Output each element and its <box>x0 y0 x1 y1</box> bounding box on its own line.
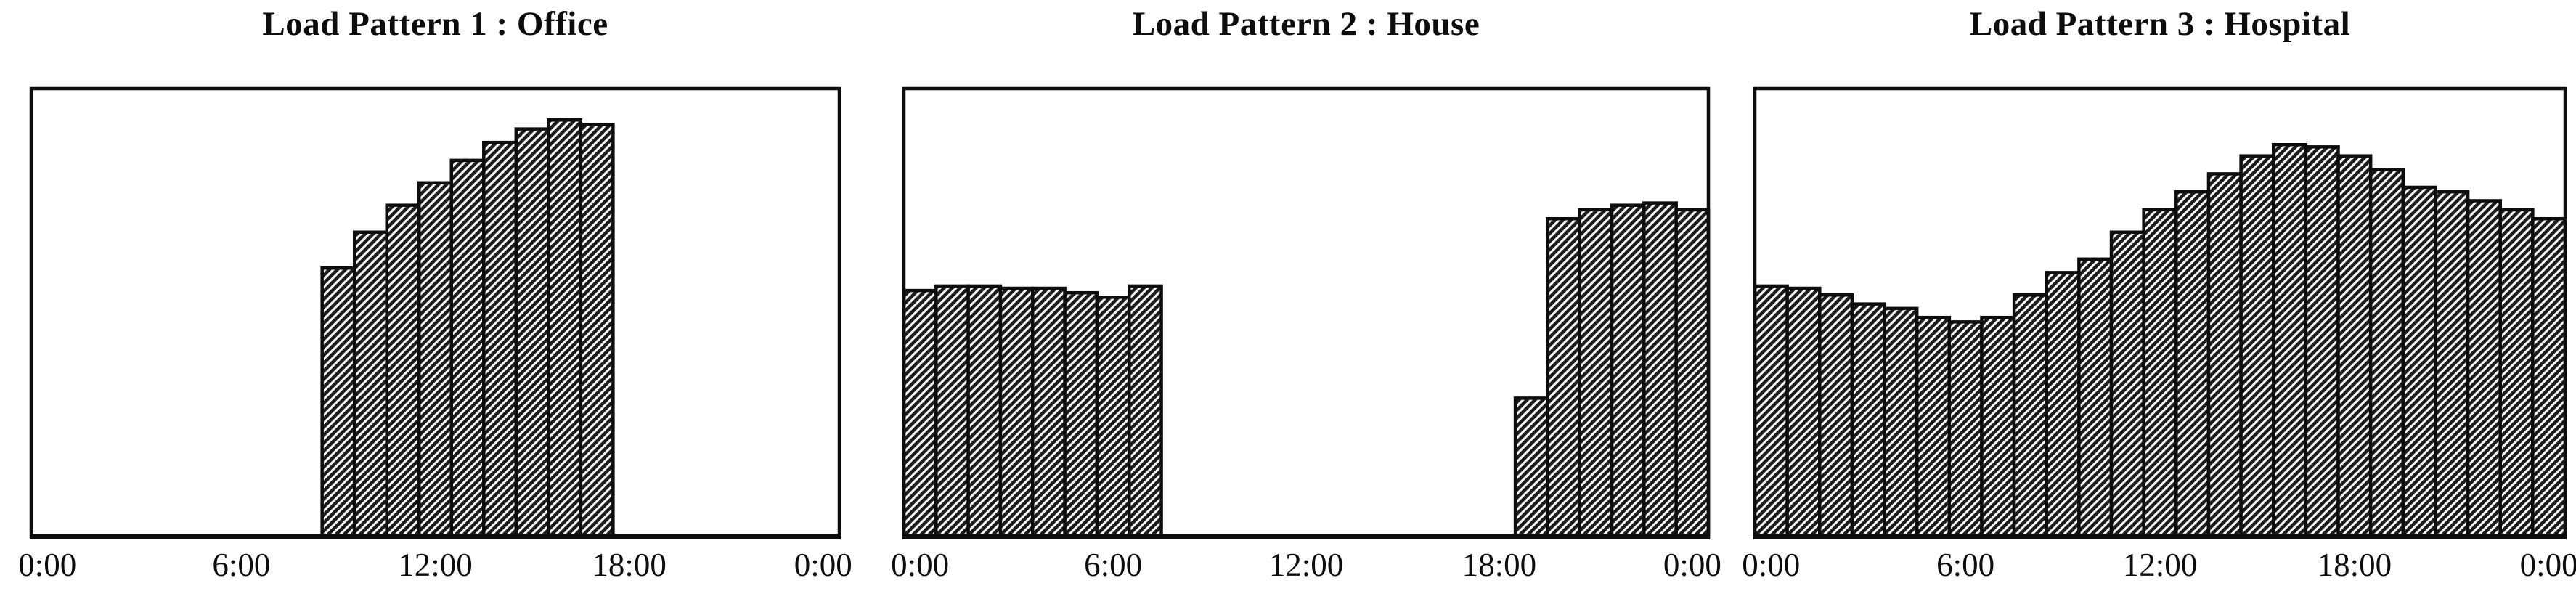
bar-hour-22 <box>2466 199 2502 539</box>
bar-hour-22 <box>1610 203 1646 539</box>
bar-hour-7 <box>1127 284 1163 539</box>
bar-hour-3 <box>1850 302 1886 539</box>
x-tick-label-0-4: 0:00 <box>794 547 852 583</box>
bar-hour-6 <box>1947 320 1984 539</box>
bar-hour-0 <box>1753 284 1789 539</box>
bar-hour-23 <box>2498 208 2535 539</box>
bar-hour-10 <box>352 230 388 539</box>
bar-hour-3 <box>998 286 1035 539</box>
x-tick-label-1-4: 0:00 <box>1663 547 1721 583</box>
chart-title-hospital: Load Pattern 3 : Hospital <box>1969 5 2351 43</box>
bar-hour-5 <box>1915 315 1952 539</box>
bar-hour-21 <box>2434 190 2470 539</box>
bar-hour-2 <box>1818 293 1854 539</box>
x-tick-label-1-2: 12:00 <box>1268 547 1344 583</box>
bar-hour-14 <box>482 140 518 539</box>
bar-hour-24 <box>1674 208 1711 539</box>
x-tick-label-1-1: 6:00 <box>1084 547 1143 583</box>
bar-hour-24 <box>2531 216 2567 539</box>
bar-hour-15 <box>2239 154 2275 539</box>
x-tick-label-2-2: 12:00 <box>2122 547 2198 583</box>
bar-hour-11 <box>2109 230 2145 539</box>
bar-hour-15 <box>514 127 550 539</box>
bar-hour-23 <box>1642 201 1678 539</box>
bar-hour-1 <box>934 284 970 539</box>
bar-hour-2 <box>966 284 1003 539</box>
bar-hour-1 <box>1785 286 1822 539</box>
bar-hour-4 <box>1031 286 1067 539</box>
bar-hour-11 <box>385 203 421 539</box>
bar-hour-7 <box>1980 315 2016 539</box>
bar-hour-12 <box>2142 208 2178 539</box>
bar-hour-5 <box>1063 290 1099 539</box>
x-tick-label-2-4: 0:00 <box>2519 547 2576 583</box>
bar-hour-13 <box>449 158 486 539</box>
bar-hour-16 <box>2271 143 2308 539</box>
bar-hour-20 <box>2401 185 2437 539</box>
bar-hour-9 <box>2045 271 2081 539</box>
bar-hour-16 <box>547 118 583 539</box>
bar-hour-14 <box>2206 172 2243 539</box>
bar-hour-0 <box>902 288 938 539</box>
bar-hour-12 <box>417 181 454 539</box>
bar-hour-9 <box>320 266 356 539</box>
bar-hour-6 <box>1095 296 1131 539</box>
x-tick-label-2-3: 18:00 <box>2317 547 2392 583</box>
bar-hour-19 <box>1513 396 1549 539</box>
plot-svg <box>902 86 1711 539</box>
x-tick-label-1-3: 18:00 <box>1462 547 1537 583</box>
x-tick-label-2-1: 6:00 <box>1936 547 1995 583</box>
chart-title-office: Load Pattern 1 : Office <box>262 5 608 43</box>
x-tick-label-0-1: 6:00 <box>212 547 271 583</box>
bar-hour-10 <box>2077 257 2114 539</box>
x-tick-label-0-2: 12:00 <box>398 547 473 583</box>
bar-hour-13 <box>2174 190 2211 539</box>
x-tick-label-0-3: 18:00 <box>592 547 667 583</box>
chart-title-house: Load Pattern 2 : House <box>1132 5 1480 43</box>
plot-svg <box>29 86 841 539</box>
bar-hour-17 <box>579 123 615 539</box>
bar-hour-19 <box>2368 167 2405 539</box>
bar-hour-18 <box>2336 154 2373 539</box>
x-tick-label-0-0: 0:00 <box>18 547 77 583</box>
bar-hour-21 <box>1578 208 1614 539</box>
bar-hour-4 <box>1883 306 1919 539</box>
bar-hour-17 <box>2304 145 2340 539</box>
x-tick-label-2-0: 0:00 <box>1742 547 1801 583</box>
bar-hour-8 <box>2012 293 2049 539</box>
x-tick-label-1-0: 0:00 <box>891 547 950 583</box>
bar-hour-20 <box>1546 216 1581 539</box>
plot-svg <box>1753 86 2567 539</box>
